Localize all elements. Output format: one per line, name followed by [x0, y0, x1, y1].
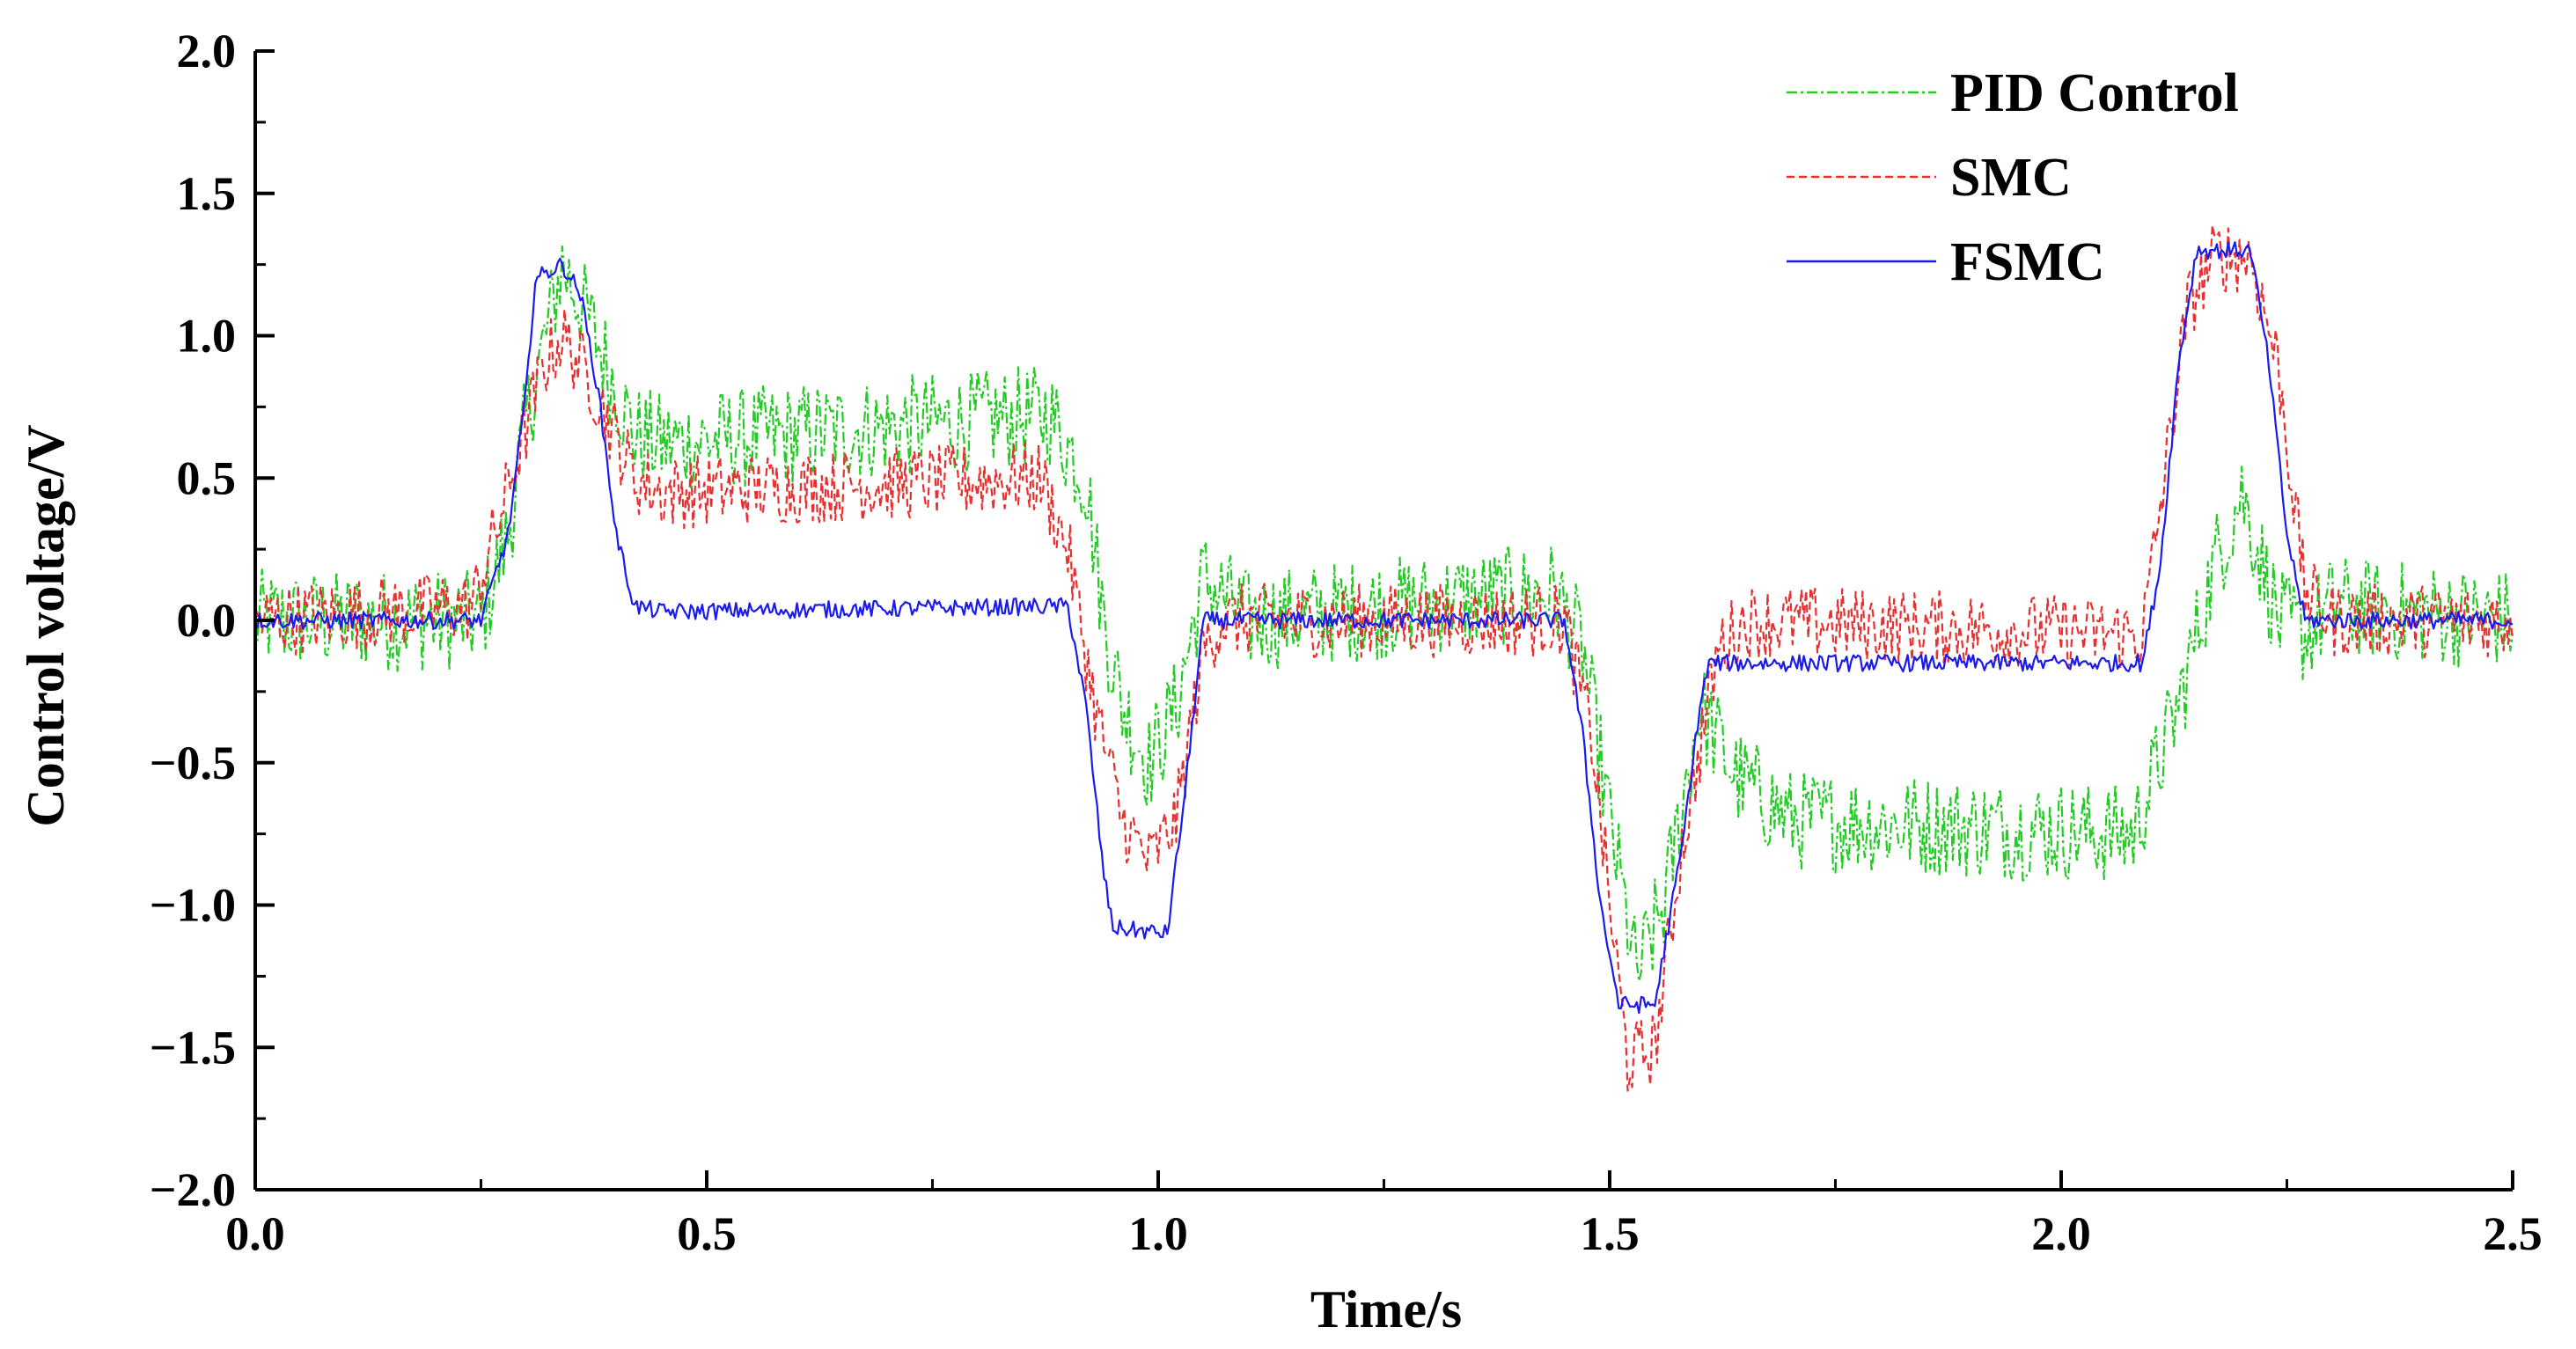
y-tick-label: 1.5 — [177, 167, 237, 220]
legend-label-smc: SMC — [1950, 148, 2072, 208]
series-line-smc — [253, 224, 2514, 1092]
series-layer — [253, 224, 2514, 1092]
series-line-fsmc — [254, 241, 2514, 1015]
y-tick-label: −1.0 — [150, 879, 236, 932]
y-tick-label: −1.5 — [150, 1021, 236, 1074]
tick-labels: 0.0 0.5 1.0 1.5 2.0 2.5 2.0 1.5 1.0 0.5 0.0 −0.5 −1.… — [150, 25, 2543, 1260]
y-tick-label: 2.0 — [177, 25, 237, 77]
series-line-pid-control — [253, 246, 2514, 983]
x-tick-label: 1.0 — [1128, 1207, 1188, 1260]
legend-label-fsmc: FSMC — [1950, 232, 2105, 292]
y-tick-label: −2.0 — [150, 1163, 236, 1216]
legend-label-pid-control: PID Control — [1950, 63, 2239, 123]
x-tick-label: 1.5 — [1580, 1207, 1640, 1260]
y-tick-label: 0.5 — [177, 451, 237, 504]
axes-layer — [253, 49, 2514, 1191]
y-tick-label: 0.0 — [177, 594, 237, 647]
x-axis-title: Time/s — [1310, 1280, 1462, 1338]
x-tick-label: 2.5 — [2483, 1207, 2543, 1260]
y-tick-label: −0.5 — [150, 737, 236, 789]
x-tick-label: 2.0 — [2031, 1207, 2091, 1260]
legend: PID Control SMC FSMC — [1787, 63, 2239, 292]
x-tick-label: 0.0 — [225, 1207, 285, 1260]
x-tick-label: 0.5 — [677, 1207, 737, 1260]
y-tick-label: 1.0 — [177, 310, 237, 363]
y-axis-title: Control voltage/V — [17, 424, 75, 826]
